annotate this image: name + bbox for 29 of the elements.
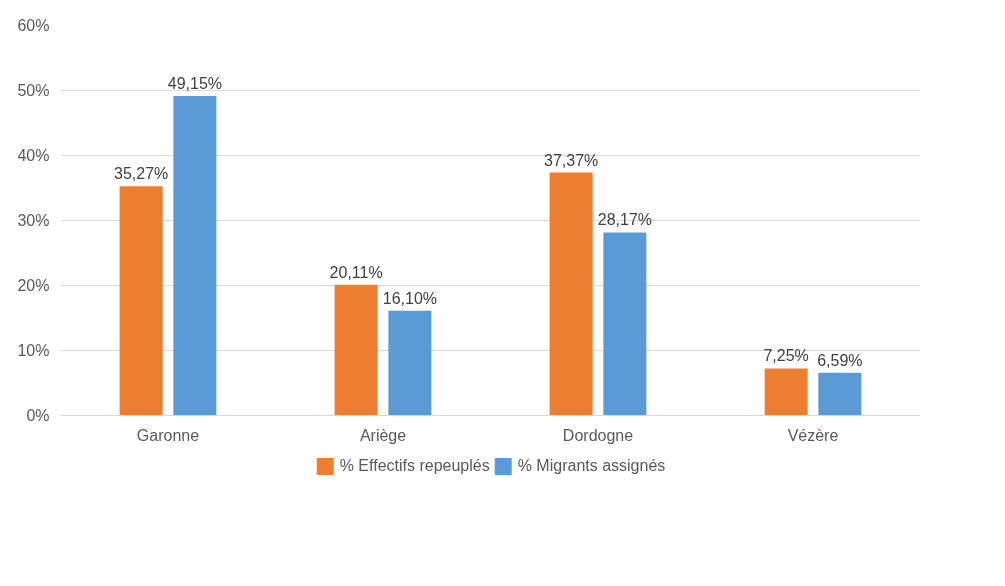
data-label: 28,17% [597,211,653,229]
y-tick-label: 50% [17,82,50,99]
bar [388,310,432,416]
x-tick-label: Vézère [787,426,839,444]
data-label: 16,10% [382,289,438,307]
data-label: 35,27% [113,165,169,183]
bar [119,186,163,416]
legend-label: % Migrants assignés [517,457,666,475]
data-label: 7,25% [763,347,809,365]
data-label: 6,59% [817,351,863,369]
x-tick-label: Ariège [359,426,407,444]
bar [764,368,808,416]
y-tick-label: 0% [26,407,50,424]
bar [818,372,862,416]
y-tick-label: 30% [17,212,50,229]
bar [334,284,378,416]
bar [173,96,217,416]
bar [549,172,593,416]
legend-label: % Effectifs repeuplés [339,457,490,475]
data-label: 37,37% [543,151,599,169]
data-label: 20,11% [329,263,383,281]
y-tick-label: 20% [17,277,50,294]
y-tick-label: 10% [17,342,50,359]
x-tick-label: Garonne [136,426,200,444]
x-tick-label: Dordogne [562,426,634,444]
data-label: 49,15% [167,75,223,93]
bar [603,232,647,416]
y-tick-label: 60% [17,17,50,34]
y-tick-label: 40% [17,147,50,164]
